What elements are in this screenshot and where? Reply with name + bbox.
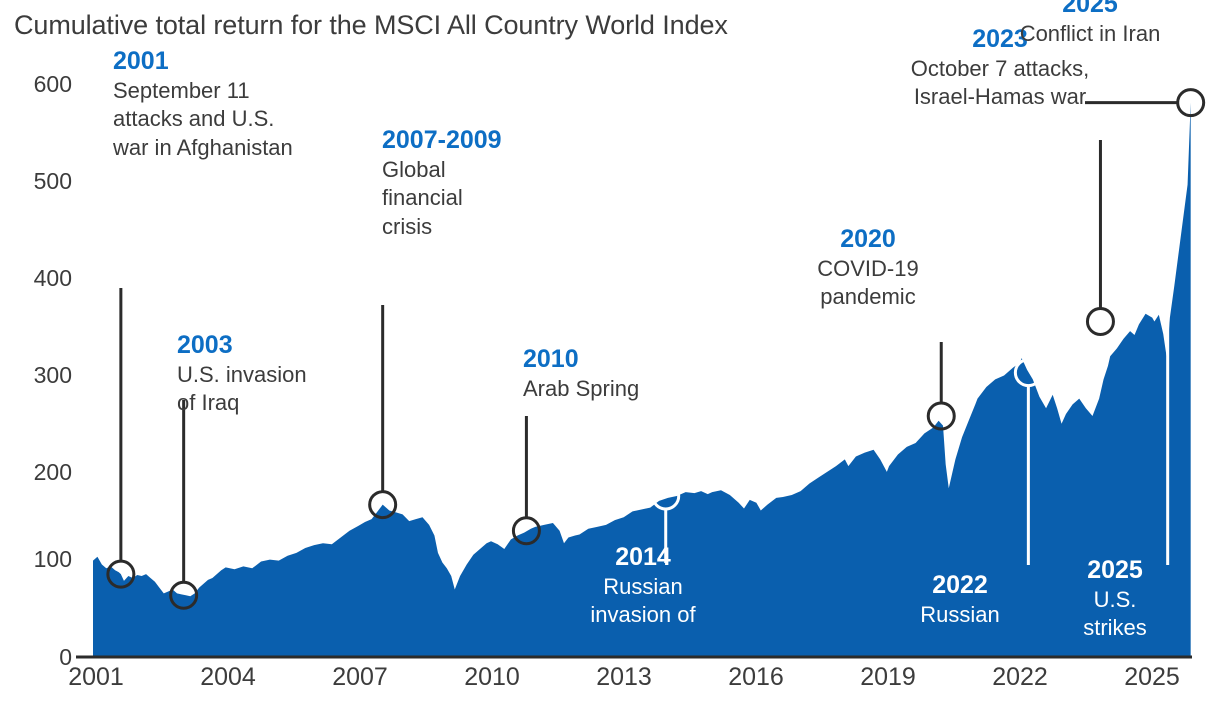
annotation-2001-year: 2001 bbox=[113, 47, 169, 75]
x-axis-tick-2019: 2019 bbox=[860, 663, 916, 691]
annotation-2025-conflict-iran-year: 2025 bbox=[1062, 0, 1118, 18]
x-axis-tick-2013: 2013 bbox=[596, 663, 652, 691]
y-axis-tick-200: 200 bbox=[33, 459, 72, 485]
annotation-2025-conflict-iran: 2025 Conflict in Iran bbox=[1015, 0, 1165, 48]
annotation-2003-text: U.S. invasion of Iraq bbox=[177, 361, 307, 416]
annotation-2010-year: 2010 bbox=[523, 345, 579, 373]
annotation-2020: 2020 COVID-19 pandemic bbox=[773, 224, 963, 312]
x-axis-tick-2004: 2004 bbox=[200, 663, 256, 691]
annotation-2010: 2010 Arab Spring bbox=[523, 344, 723, 403]
annotation-2025-us-strikes-text: U.S. strikes bbox=[1083, 586, 1147, 641]
annotation-2007-2009-text: Global financial crisis bbox=[382, 156, 463, 239]
data-point-marker bbox=[1176, 88, 1206, 118]
annotation-2025-conflict-iran-text: Conflict in Iran bbox=[1019, 20, 1161, 46]
y-axis-tick-400: 400 bbox=[33, 265, 72, 291]
data-point-marker bbox=[106, 559, 136, 589]
data-point-marker bbox=[1013, 358, 1043, 388]
x-axis-tick-2025: 2025 bbox=[1124, 663, 1180, 691]
annotation-2025-us-strikes: 2025 U.S. strikes bbox=[1060, 555, 1170, 643]
area-series bbox=[93, 102, 1191, 657]
data-point-marker bbox=[1153, 187, 1183, 217]
data-point-marker bbox=[1085, 307, 1115, 337]
annotation-2023: 2023 October 7 attacks, Israel-Hamas war bbox=[910, 24, 1090, 112]
x-axis-tick-2007: 2007 bbox=[332, 663, 388, 691]
y-axis-tick-500: 500 bbox=[33, 168, 72, 194]
annotation-2025-us-strikes-year: 2025 bbox=[1087, 556, 1143, 584]
annotation-2003: 2003 U.S. invasion of Iraq bbox=[177, 330, 312, 418]
y-axis-tick-600: 600 bbox=[33, 71, 72, 97]
annotation-2020-text: COVID-19 pandemic bbox=[817, 255, 919, 310]
x-axis-tick-2010: 2010 bbox=[464, 663, 520, 691]
annotation-2014-text: Russian invasion of bbox=[590, 573, 696, 628]
y-axis-tick-0: 0 bbox=[59, 644, 72, 670]
annotation-2020-year: 2020 bbox=[840, 225, 896, 253]
data-point-marker bbox=[511, 516, 541, 546]
x-axis-tick-2001: 2001 bbox=[68, 663, 124, 691]
x-axis-tick-2016: 2016 bbox=[728, 663, 784, 691]
y-axis-tick-300: 300 bbox=[33, 362, 72, 388]
annotation-2007-2009-year: 2007-2009 bbox=[382, 126, 502, 154]
annotation-2014-year: 2014 bbox=[615, 543, 671, 571]
data-point-marker bbox=[169, 580, 199, 610]
x-axis-tick-2022: 2022 bbox=[992, 663, 1048, 691]
annotation-2022-text: Russian bbox=[920, 601, 1000, 627]
chart-title: Cumulative total return for the MSCI All… bbox=[14, 10, 728, 40]
data-point-marker bbox=[368, 490, 398, 520]
annotation-2007-2009: 2007-2009 Global financial crisis bbox=[382, 125, 517, 241]
annotation-2014: 2014 Russian invasion of bbox=[563, 542, 723, 630]
y-axis-tick-100: 100 bbox=[33, 546, 72, 572]
annotation-2001-text: September 11 attacks and U.S. war in Afg… bbox=[113, 77, 293, 160]
annotation-2023-text: October 7 attacks, Israel-Hamas war bbox=[910, 55, 1090, 110]
annotation-2022: 2022 Russian bbox=[895, 570, 1025, 629]
annotation-2022-year: 2022 bbox=[932, 571, 988, 599]
annotation-2010-text: Arab Spring bbox=[523, 375, 640, 401]
data-point-marker bbox=[651, 481, 681, 511]
annotation-2001: 2001 September 11 attacks and U.S. war i… bbox=[113, 46, 313, 162]
annotation-2003-year: 2003 bbox=[177, 331, 233, 359]
annotation-2023-year: 2023 bbox=[972, 25, 1028, 53]
data-point-marker bbox=[926, 401, 956, 431]
